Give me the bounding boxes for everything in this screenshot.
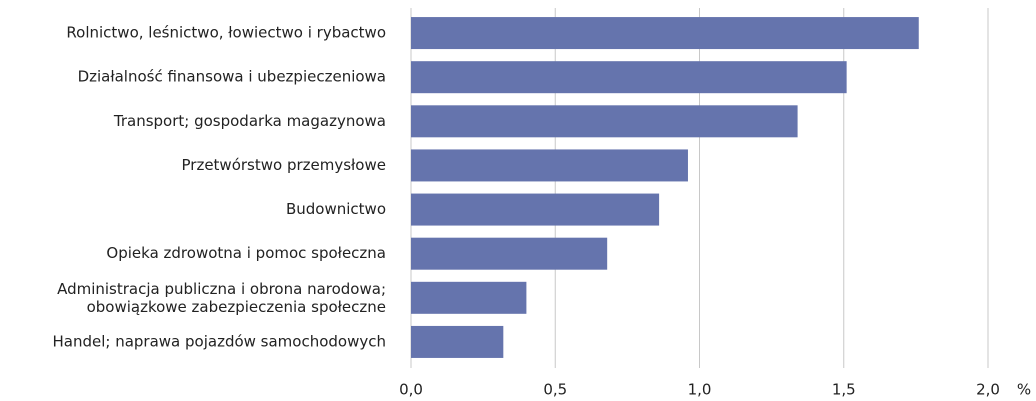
- x-tick-label: 0,5: [543, 381, 567, 399]
- y-tick-label: Budownictwo: [286, 200, 386, 218]
- bar: [411, 281, 527, 314]
- y-tick-label: Administracja publiczna i obrona narodow…: [57, 279, 386, 315]
- x-tick-label: 1,0: [688, 381, 712, 399]
- x-axis-unit: %: [1017, 381, 1031, 399]
- bar: [411, 61, 847, 94]
- x-tick-label: 1,5: [832, 381, 856, 399]
- bar: [411, 17, 919, 50]
- bar: [411, 325, 504, 358]
- bar: [411, 193, 660, 226]
- x-tick-label: 0,0: [399, 381, 423, 399]
- y-tick-label: Rolnictwo, leśnictwo, łowiectwo i rybact…: [66, 24, 386, 42]
- x-tick-label: 2,0: [976, 381, 1000, 399]
- y-tick-label: Przetwórstwo przemysłowe: [182, 156, 387, 174]
- y-tick-label: Opieka zdrowotna i pomoc społeczna: [106, 244, 386, 262]
- bar: [411, 237, 608, 270]
- bar: [411, 149, 688, 182]
- y-tick-label: Handel; naprawa pojazdów samochodowych: [52, 332, 386, 350]
- bar: [411, 105, 798, 138]
- y-tick-label: Działalność finansowa i ubezpieczeniowa: [78, 68, 386, 86]
- y-tick-label: Transport; gospodarka magazynowa: [113, 112, 386, 130]
